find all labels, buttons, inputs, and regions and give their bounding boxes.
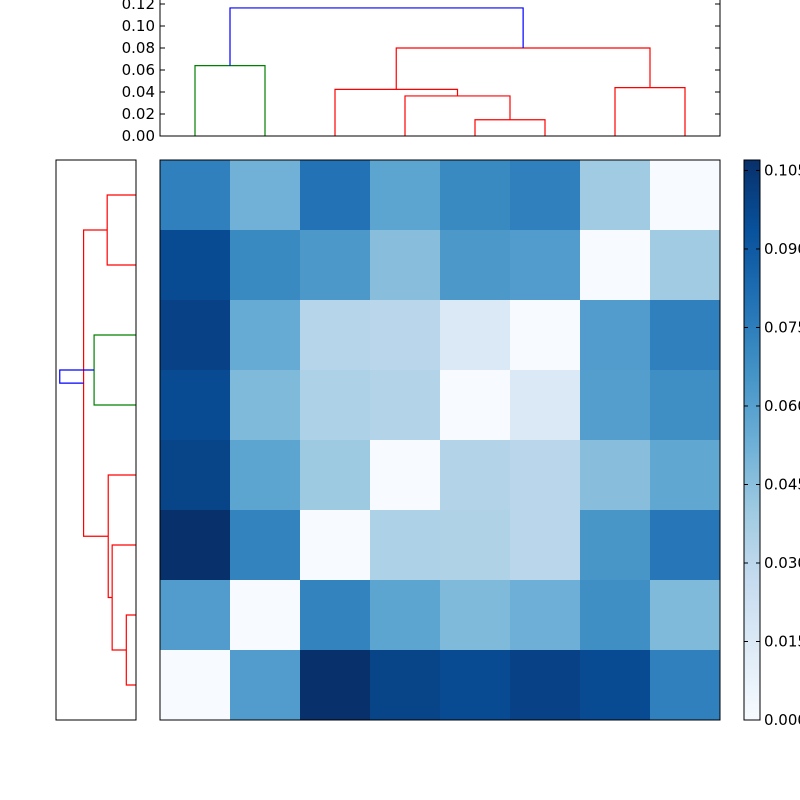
heatmap-cell <box>510 580 581 651</box>
heatmap-cell <box>230 650 301 721</box>
heatmap-cell <box>650 370 721 441</box>
heatmap-cell <box>440 510 511 581</box>
heatmap-cell <box>650 650 721 721</box>
heatmap-cell <box>300 230 371 301</box>
left-dendrogram <box>59 194 136 686</box>
heatmap-cell <box>160 510 231 581</box>
colorbar-axis: 0.000 0.015 0.030 0.045 0.060 0.075 0.090 0.105 <box>744 161 800 729</box>
heatmap-cell <box>510 300 581 371</box>
left-dendrogram-frame <box>55 159 137 721</box>
top-dendrogram-y-axis: 0.00 0.02 0.04 0.06 0.08 0.10 0.12 <box>122 0 720 145</box>
heatmap-cell <box>160 650 231 721</box>
heatmap-cell <box>370 230 441 301</box>
heatmap-cell <box>300 160 371 231</box>
heatmap-cell <box>230 160 301 231</box>
heatmap-cell <box>440 230 511 301</box>
heatmap-cell <box>440 160 511 231</box>
heatmap-cell <box>230 300 301 371</box>
top-dendrogram-frame <box>159 0 721 137</box>
heatmap-cell <box>160 230 231 301</box>
heatmap-cell <box>440 370 511 441</box>
heatmap-cell <box>160 370 231 441</box>
heatmap-cell <box>510 440 581 511</box>
heatmap-cell <box>370 160 441 231</box>
top-dendrogram-ytick-label: 0.10 <box>122 17 155 35</box>
heatmap-cell <box>230 580 301 651</box>
heatmap-cell <box>650 160 721 231</box>
heatmap-cell <box>300 650 371 721</box>
heatmap-frame <box>159 159 721 721</box>
top-dendrogram-ytick-label: 0.12 <box>122 0 155 13</box>
heatmap-cell <box>370 440 441 511</box>
top-dendrogram-ytick-label: 0.04 <box>122 83 155 101</box>
heatmap-cell <box>580 440 651 511</box>
top-dendrogram-ytick-label: 0.08 <box>122 39 155 57</box>
heatmap-cell <box>580 650 651 721</box>
heatmap-cell <box>370 580 441 651</box>
heatmap-cell <box>580 370 651 441</box>
heatmap-cell <box>440 650 511 721</box>
heatmap-cell <box>300 370 371 441</box>
heatmap-cell <box>650 510 721 581</box>
heatmap-cell <box>160 300 231 371</box>
heatmap-cell <box>370 650 441 721</box>
heatmap-cell <box>300 510 371 581</box>
heatmap-cell <box>580 510 651 581</box>
heatmap-cell <box>510 230 581 301</box>
heatmap-matrix <box>160 160 721 721</box>
heatmap-cell <box>580 580 651 651</box>
heatmap-cell <box>230 370 301 441</box>
heatmap-cell <box>370 370 441 441</box>
heatmap-cell <box>510 160 581 231</box>
heatmap-cell <box>510 510 581 581</box>
heatmap-cell <box>650 440 721 511</box>
colorbar-tick-label: 0.045 <box>764 475 800 493</box>
top-dendrogram-link <box>229 7 524 66</box>
heatmap-cell <box>510 650 581 721</box>
heatmap-cell <box>440 580 511 651</box>
colorbar-tick-label: 0.030 <box>764 554 800 572</box>
heatmap-cell <box>230 440 301 511</box>
heatmap-cell <box>650 300 721 371</box>
colorbar-tick-label: 0.060 <box>764 397 800 415</box>
heatmap-cell <box>300 580 371 651</box>
colorbar-tick-label: 0.090 <box>764 240 800 258</box>
heatmap-cell <box>300 300 371 371</box>
heatmap-cell <box>440 440 511 511</box>
heatmap-cell <box>580 230 651 301</box>
left-dendrogram-link <box>59 369 95 384</box>
heatmap-cell <box>160 580 231 651</box>
heatmap-cell <box>440 300 511 371</box>
heatmap-cell <box>510 370 581 441</box>
colorbar-tick-label: 0.075 <box>764 318 800 336</box>
heatmap-cell <box>580 160 651 231</box>
heatmap-cell <box>160 440 231 511</box>
heatmap-cell <box>370 510 441 581</box>
top-dendrogram-ytick-label: 0.06 <box>122 61 155 79</box>
colorbar-frame <box>743 159 761 721</box>
heatmap-cell <box>650 580 721 651</box>
top-dendrogram-ytick-label: 0.02 <box>122 105 155 123</box>
colorbar-tick-label: 0.015 <box>764 632 800 650</box>
colorbar-tick-label: 0.000 <box>764 711 800 729</box>
heatmap-cell <box>370 300 441 371</box>
heatmap-cell <box>230 230 301 301</box>
heatmap-cell <box>230 510 301 581</box>
heatmap-cell <box>300 440 371 511</box>
heatmap-cell <box>580 300 651 371</box>
top-dendrogram <box>194 7 686 136</box>
heatmap-cell <box>160 160 231 231</box>
colorbar-tick-label: 0.105 <box>764 161 800 179</box>
heatmap-cell <box>650 230 721 301</box>
top-dendrogram-ytick-label: 0.00 <box>122 127 155 145</box>
colorbar-gradient <box>744 160 760 720</box>
